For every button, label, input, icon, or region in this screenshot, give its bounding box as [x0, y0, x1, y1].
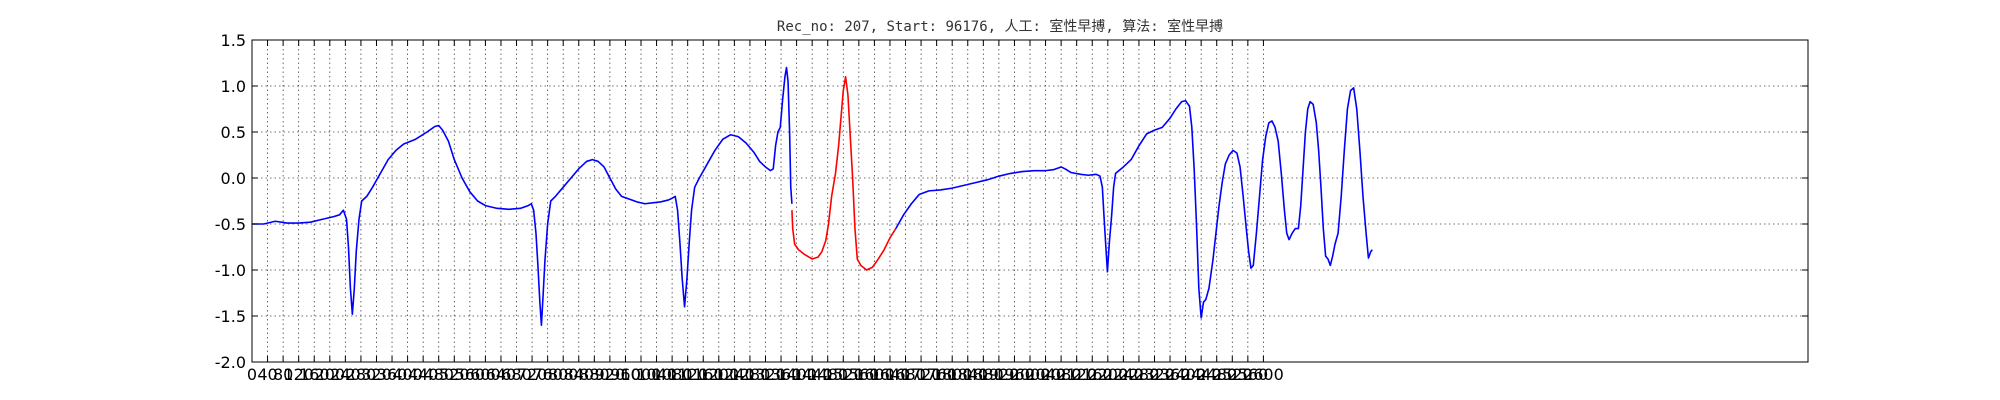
x-tick-label: 480 — [423, 365, 454, 384]
x-tick-label: 1840 — [947, 365, 988, 384]
y-tick-label: -2.0 — [215, 353, 246, 372]
x-tick-label: 120 — [283, 365, 314, 384]
x-tick-label: 960 — [610, 365, 641, 384]
x-tick-label: 1440 — [792, 365, 833, 384]
x-tick-label: 880 — [579, 365, 610, 384]
x-tick-label: 2000 — [1010, 365, 1051, 384]
x-tick-label: 160 — [299, 365, 330, 384]
x-tick-label: 840 — [563, 365, 594, 384]
series-line-0 — [252, 66, 793, 326]
y-tick-label: 0.5 — [221, 123, 246, 142]
x-tick-label: 2280 — [1119, 365, 1160, 384]
x-tick-label: 1280 — [730, 365, 771, 384]
x-tick-label: 2400 — [1165, 365, 1206, 384]
x-tick-label: 680 — [501, 365, 532, 384]
x-tick-label: 1760 — [916, 365, 957, 384]
x-tick-label: 1960 — [994, 365, 1035, 384]
x-tick-label: 2360 — [1150, 365, 1191, 384]
x-tick-label: 1040 — [636, 365, 677, 384]
x-tick-label: 1880 — [963, 365, 1004, 384]
grid-lines — [251, 39, 1808, 363]
x-tick-label: 1640 — [870, 365, 911, 384]
x-tick-label: 1920 — [979, 365, 1020, 384]
x-tick-label: 2480 — [1196, 365, 1237, 384]
x-tick-label: 400 — [392, 365, 423, 384]
x-tick-label: 2600 — [1243, 365, 1284, 384]
x-tick-label: 720 — [517, 365, 548, 384]
x-tick-label: 1560 — [838, 365, 879, 384]
series-line-1 — [791, 76, 897, 271]
x-tick-label: 2160 — [1072, 365, 1113, 384]
x-tick-label: 1240 — [714, 365, 755, 384]
y-tick-label: 1.0 — [221, 77, 246, 96]
x-tick-label: 1600 — [854, 365, 895, 384]
x-tick-label: 1520 — [823, 365, 864, 384]
y-tick-label: -0.5 — [215, 215, 246, 234]
x-tick-label: 1320 — [745, 365, 786, 384]
x-tick-label: 2240 — [1103, 365, 1144, 384]
x-tick-label: 1400 — [776, 365, 817, 384]
x-tick-label: 760 — [532, 365, 563, 384]
x-tick-label: 2080 — [1041, 365, 1082, 384]
x-tick-label: 560 — [455, 365, 486, 384]
x-tick-label: 920 — [595, 365, 626, 384]
x-tick-label: 440 — [408, 365, 439, 384]
x-tick-label: 800 — [548, 365, 579, 384]
x-tick-label: 1120 — [667, 365, 708, 384]
y-tick-label: 1.5 — [221, 31, 246, 50]
x-tick-label: 1000 — [621, 365, 662, 384]
x-tick-label: 2520 — [1212, 365, 1253, 384]
series-line-2 — [895, 87, 1373, 319]
y-tick-label: -1.0 — [215, 261, 246, 280]
x-tick-label: 600 — [470, 365, 501, 384]
x-tick-label: 2320 — [1134, 365, 1175, 384]
x-tick-label: 1360 — [761, 365, 802, 384]
x-tick-label: 200 — [315, 365, 346, 384]
x-tick-label: 640 — [486, 365, 517, 384]
series-lines — [252, 66, 1373, 326]
x-tick-label: 2120 — [1056, 365, 1097, 384]
x-tick-label: 1480 — [807, 365, 848, 384]
plot-frame — [251, 39, 1809, 363]
x-tick-label: 2560 — [1227, 365, 1268, 384]
x-tick-label: 520 — [439, 365, 470, 384]
x-axis-ticks: 0 408012016020024028032036040044048052056… — [247, 40, 1284, 384]
x-tick-label: 1160 — [683, 365, 724, 384]
x-tick-label: 2440 — [1181, 365, 1222, 384]
x-tick-label: 1080 — [652, 365, 693, 384]
x-tick-label: 0 — [247, 365, 257, 384]
x-tick-label: 360 — [377, 365, 408, 384]
x-tick-label: 40 — [257, 365, 277, 384]
x-tick-label: 280 — [346, 365, 377, 384]
x-tick-label: 2200 — [1087, 365, 1128, 384]
x-tick-label: 1200 — [698, 365, 739, 384]
x-tick-label: 1800 — [932, 365, 973, 384]
y-axis-ticks: 1.5 1.0 0.5 0.0 -0.5 -1.0 -1.5 -2.0 — [215, 31, 1808, 372]
x-tick-label: 320 — [361, 365, 392, 384]
y-tick-label: 0.0 — [221, 169, 246, 188]
y-tick-label: -1.5 — [215, 307, 246, 326]
x-tick-label: 80 — [273, 365, 293, 384]
x-tick-label: 240 — [330, 365, 361, 384]
x-tick-label: 1680 — [885, 365, 926, 384]
x-tick-label: 1720 — [901, 365, 942, 384]
chart-title: Rec_no: 207, Start: 96176, 人工: 室性早搏, 算法:… — [777, 18, 1223, 35]
x-tick-label: 2040 — [1025, 365, 1066, 384]
